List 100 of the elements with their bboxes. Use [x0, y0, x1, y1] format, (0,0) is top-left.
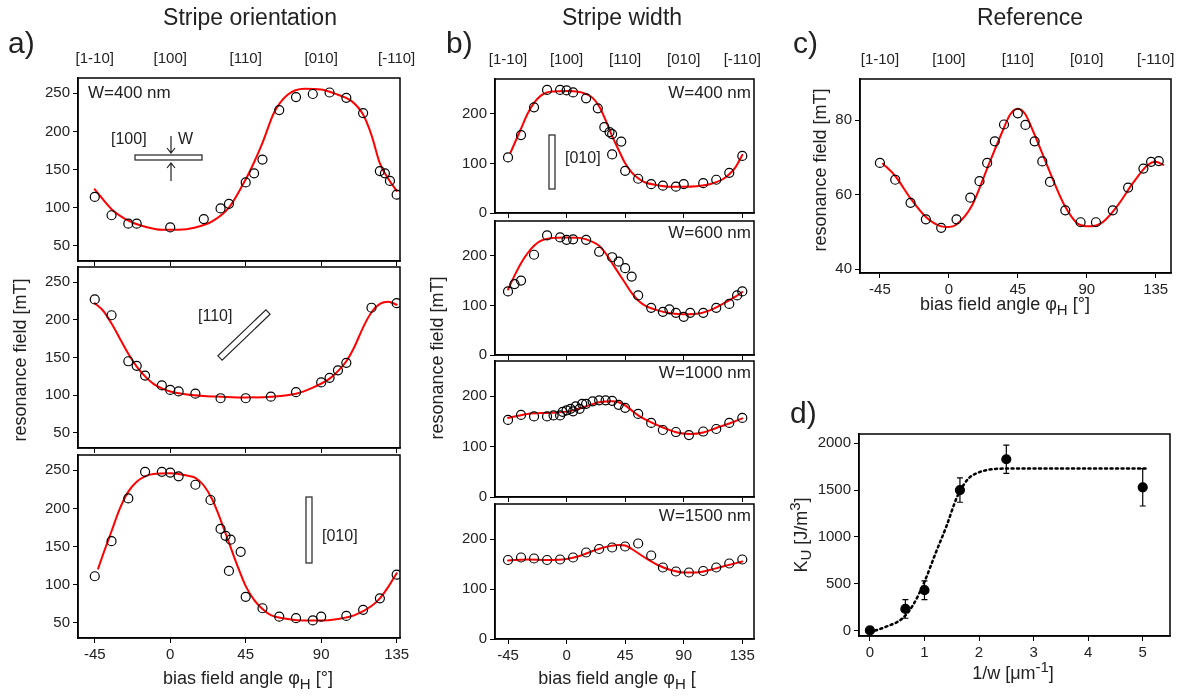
point: [567, 87, 579, 98]
point: [683, 567, 695, 578]
point: [391, 298, 400, 309]
x-axis-title: bias field angle φ$_{H}$ [°]: [163, 668, 333, 692]
point: [554, 554, 566, 565]
point: [215, 393, 226, 404]
point: [165, 384, 176, 396]
y-tick-label: 150: [44, 536, 70, 554]
text: [010]: [1070, 49, 1104, 67]
x-tick-label: 0: [865, 643, 875, 661]
point: [341, 610, 352, 621]
y-tick-label: 200: [461, 103, 487, 121]
point: [332, 365, 344, 376]
x-tick-label: -45: [497, 646, 519, 664]
point: [607, 149, 618, 160]
point: [620, 541, 631, 552]
point: [89, 294, 100, 305]
point: [324, 372, 335, 383]
point: [936, 222, 947, 233]
point: [106, 210, 117, 221]
point: [502, 152, 514, 163]
point: [965, 192, 976, 203]
chart-title: Stripe width: [561, 3, 683, 30]
y-tick-label: 200: [44, 121, 70, 139]
text: d): [790, 396, 817, 429]
y-tick-label: 0: [478, 629, 487, 647]
point: [670, 181, 682, 192]
point: [225, 534, 236, 545]
point: [1020, 119, 1031, 130]
point: [594, 395, 605, 406]
x-tick-label: 1: [920, 643, 929, 661]
point: [240, 591, 251, 602]
y-tick-label: 50: [53, 235, 70, 253]
point: [324, 87, 335, 98]
x-tick-label: 135: [384, 645, 410, 663]
y-tick-label: 100: [461, 436, 487, 454]
text: a): [8, 26, 35, 59]
point: [581, 547, 592, 558]
point: [173, 471, 184, 482]
point: [890, 174, 901, 185]
x-tick-label: 90: [675, 646, 693, 664]
point: [646, 417, 657, 429]
y-tick-label: 500: [825, 573, 851, 591]
point: [248, 168, 260, 179]
chart-title: Stripe orientation: [163, 3, 337, 30]
y-tick-label: 200: [461, 245, 487, 263]
point: [620, 263, 631, 274]
point: [139, 466, 151, 477]
point: [951, 214, 962, 225]
point: [307, 615, 318, 626]
point: [646, 550, 657, 561]
x-tick-label: 135: [1143, 280, 1169, 298]
text: [110]: [229, 48, 262, 66]
point: [724, 167, 735, 178]
text: c): [793, 26, 818, 59]
point: [737, 412, 748, 424]
point: [678, 311, 689, 322]
point: [528, 411, 540, 422]
point: [502, 554, 514, 566]
x-tick-label: 135: [729, 646, 755, 664]
point: [307, 88, 318, 100]
point: [633, 290, 644, 301]
point: [1029, 136, 1040, 147]
point: [657, 562, 668, 573]
point: [599, 122, 610, 133]
text: [010]: [304, 48, 338, 66]
point: [711, 174, 722, 185]
point: [920, 214, 931, 225]
point: [165, 222, 176, 233]
point: [1090, 217, 1102, 228]
y-tick-label: 200: [44, 498, 70, 516]
point: [600, 395, 611, 406]
y-tick-label: 1500: [817, 480, 851, 498]
point: [156, 380, 167, 391]
point: [581, 398, 592, 409]
point: [982, 157, 993, 169]
point: [341, 357, 352, 368]
y-tick-label: 250: [44, 272, 70, 290]
x-tick-label: 0: [562, 646, 571, 664]
point: [1107, 205, 1118, 216]
point: [316, 377, 327, 388]
point: [633, 173, 644, 184]
text: [-110]: [723, 49, 761, 67]
point: [509, 278, 520, 290]
point: [165, 467, 176, 478]
point: [683, 429, 695, 441]
point: [698, 307, 709, 318]
text: [100]: [549, 49, 584, 67]
point: [974, 176, 985, 187]
point: [698, 178, 709, 189]
point: [198, 213, 209, 225]
annotation: W=400 nm: [88, 83, 171, 102]
point: [190, 388, 201, 399]
text: b): [446, 26, 473, 59]
x-tick-label: -45: [83, 645, 106, 663]
y-tick-label: 100: [44, 197, 70, 215]
annotation: W=1000 nm: [658, 363, 751, 382]
point: [1060, 205, 1071, 216]
y-tick-label: 0: [478, 487, 487, 505]
y-tick-label: 100: [44, 574, 70, 592]
